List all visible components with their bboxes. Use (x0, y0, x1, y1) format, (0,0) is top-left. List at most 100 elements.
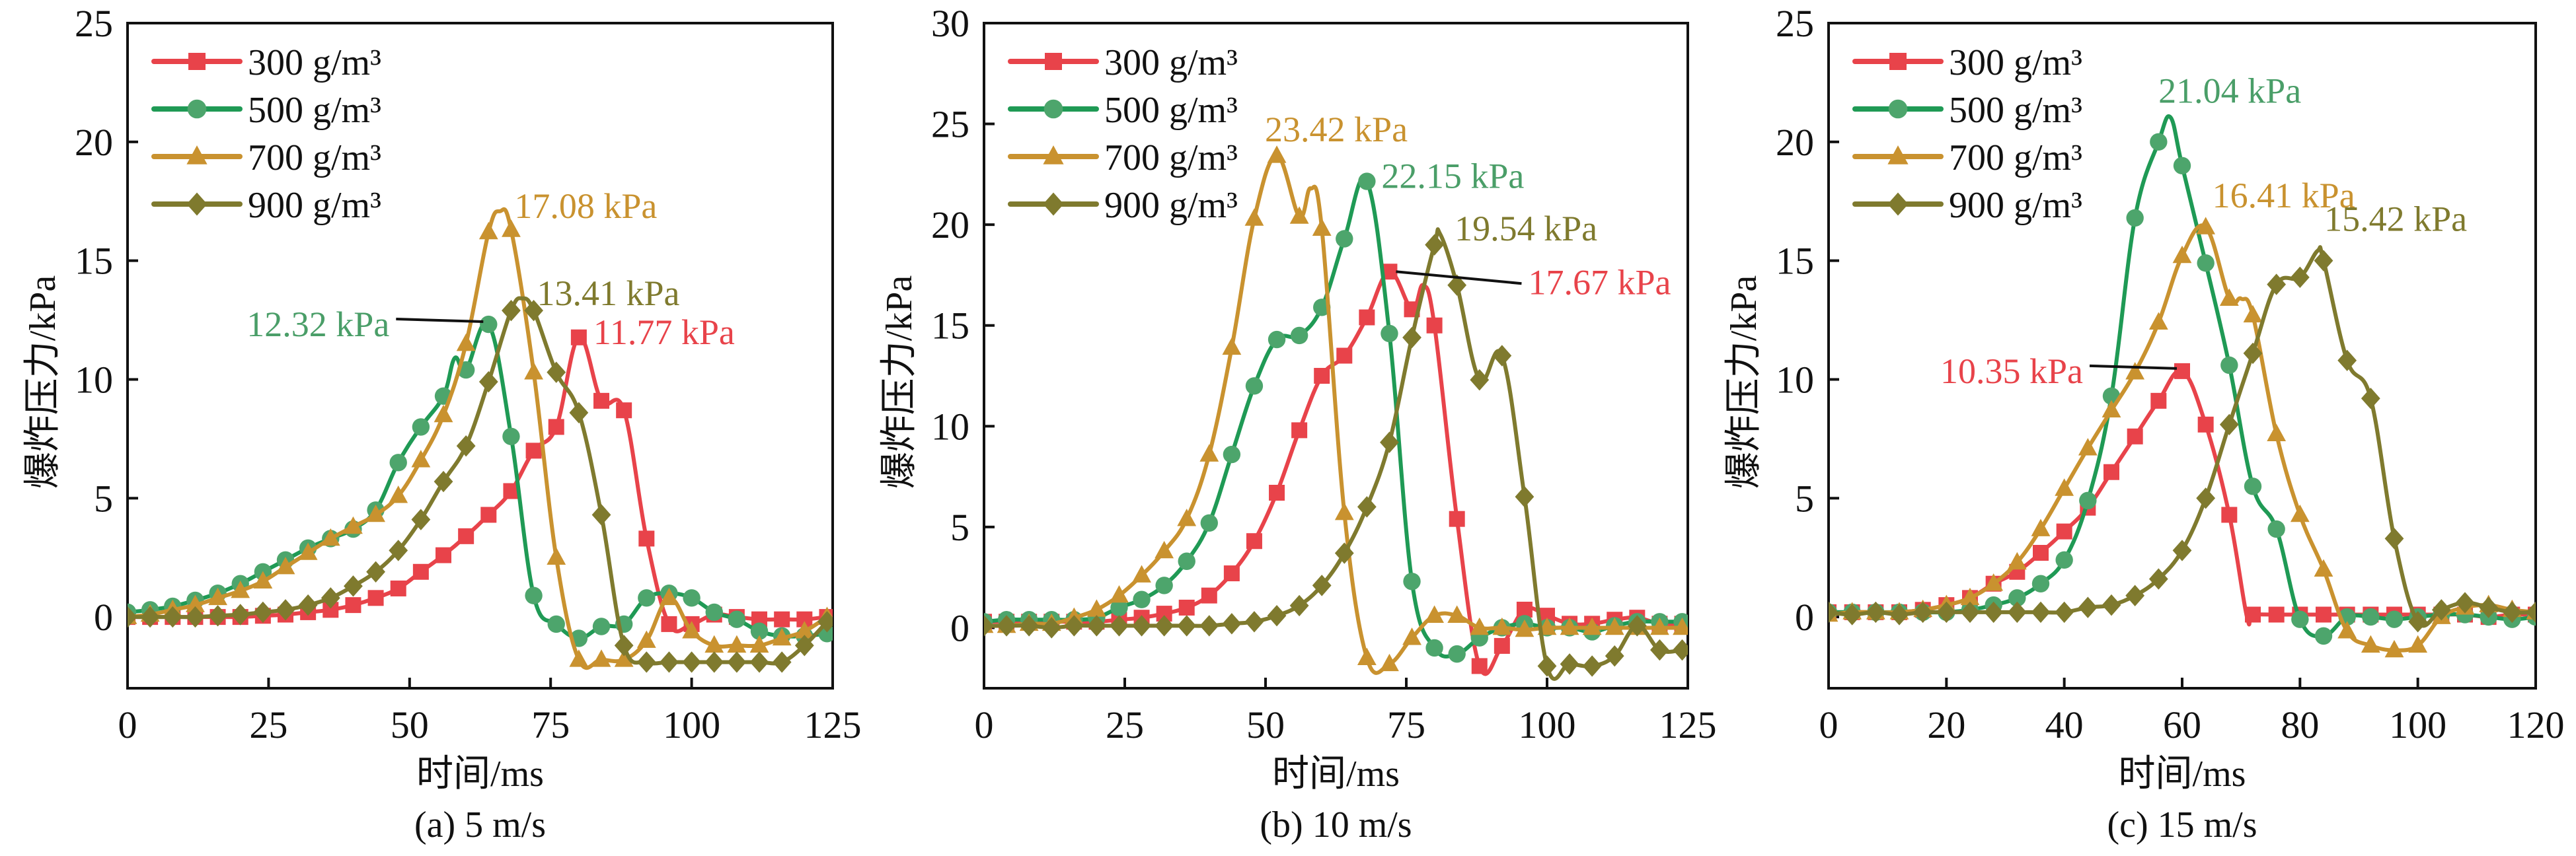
x-tick-label: 75 (531, 703, 570, 746)
data-point (2479, 596, 2499, 618)
legend-item: 900 g/m³ (1008, 185, 1238, 226)
data-point (2267, 273, 2287, 295)
data-point (411, 509, 431, 530)
data-point (1492, 617, 1512, 635)
data-point (2337, 621, 2357, 639)
chart-panel-a: 0 25 50 75 100 125 0 5 10 15 20 25 时间/ms (a) 5 m/s 爆炸压… (22, 2, 862, 845)
x-axis-title: 时间/ms (416, 754, 544, 795)
legend-item: 500 g/m³ (1852, 90, 2082, 131)
data-point (1269, 485, 1285, 501)
data-point (2267, 520, 2285, 538)
data-point (2174, 363, 2190, 379)
series-line (1829, 223, 2536, 653)
data-point (1042, 617, 1061, 639)
legend-marker-icon (186, 192, 208, 216)
data-point (1447, 274, 1467, 296)
data-point (569, 402, 589, 424)
data-point (276, 556, 295, 575)
y-tick-label: 0 (1795, 596, 1814, 639)
peak-annotation: 19.54 kPa (1455, 209, 1597, 248)
data-point (1866, 601, 1885, 624)
x-tick-label: 0 (975, 703, 994, 746)
data-point (1132, 615, 1151, 637)
y-tick-label: 15 (75, 240, 113, 283)
data-point (2008, 589, 2026, 607)
legend-item: 300 g/m³ (1852, 42, 2082, 83)
data-point (456, 435, 476, 457)
data-point (2031, 575, 2050, 592)
series-line (1829, 245, 2536, 628)
legend-label: 300 g/m³ (1104, 42, 1238, 83)
data-point (1448, 645, 1466, 663)
data-point (794, 621, 814, 639)
data-point (1425, 234, 1444, 256)
y-tick-label: 25 (75, 2, 113, 45)
legend-label: 900 g/m³ (248, 185, 381, 226)
data-point (253, 601, 273, 624)
data-point (2197, 416, 2214, 433)
peak-annotation: 11.77 kPa (593, 312, 735, 352)
data-point (660, 587, 679, 606)
data-point (1960, 601, 1980, 624)
series-900 (128, 296, 833, 673)
data-point (749, 651, 769, 673)
data-point (1381, 324, 1398, 343)
data-point (321, 587, 340, 609)
data-point (2267, 423, 2287, 441)
data-point (2314, 627, 2333, 645)
data-point (2290, 266, 2310, 289)
y-tick-label: 15 (1776, 240, 1814, 283)
data-point (1889, 604, 1909, 625)
data-point (1426, 317, 1443, 334)
data-point (2127, 428, 2143, 445)
data-point (1537, 655, 1557, 677)
data-point (1314, 368, 1330, 384)
data-point (2362, 608, 2380, 626)
data-point (1936, 601, 1956, 624)
legend-label: 700 g/m³ (1949, 137, 2082, 178)
y-tick-label: 20 (1776, 121, 1814, 164)
data-point (682, 621, 701, 639)
data-point (772, 627, 792, 646)
data-point (2502, 601, 2522, 624)
plot-area (984, 145, 1688, 681)
data-point (1380, 653, 1399, 672)
data-point (591, 649, 611, 667)
data-point (2126, 209, 2144, 227)
data-point (2173, 157, 2191, 174)
series-300 (984, 264, 1688, 676)
plot-frame (1827, 22, 2537, 690)
data-point (524, 362, 543, 380)
data-point (2031, 518, 2051, 536)
data-point (661, 616, 677, 632)
chart-panel-c: 0 20 40 60 80 100 120 0 5 10 15 20 25 时间/ms (c) 15 m/s… (1724, 2, 2565, 845)
series-700 (1829, 217, 2536, 658)
data-point (1336, 230, 1353, 248)
data-point (2219, 413, 2239, 435)
data-point (1334, 542, 1354, 564)
data-point (1200, 514, 1219, 532)
data-point (1246, 533, 1262, 550)
data-point (1110, 585, 1129, 603)
legend-label: 900 g/m³ (1104, 185, 1238, 226)
data-point (344, 575, 363, 597)
data-point (569, 649, 589, 667)
data-point (1267, 604, 1287, 627)
data-point (458, 528, 474, 544)
peak-annotation: 23.42 kPa (1265, 110, 1408, 149)
data-point (1087, 615, 1106, 637)
y-tick-label: 30 (931, 2, 969, 45)
data-point (547, 615, 565, 633)
data-point (186, 594, 205, 612)
panel-caption: (c) 15 m/s (2107, 804, 2257, 845)
legend-marker-icon (1045, 53, 1062, 70)
data-point (704, 651, 724, 673)
data-point (1133, 590, 1151, 608)
data-point (2125, 362, 2145, 380)
data-point (570, 329, 587, 345)
data-point (502, 427, 520, 445)
data-point (434, 470, 453, 493)
chart-panel-b: 0 25 50 75 100 125 0 5 10 15 20 25 30 时间/ms (b) 10 m/s… (879, 2, 1717, 845)
x-tick-label: 100 (663, 703, 720, 746)
data-point (1984, 573, 2004, 591)
